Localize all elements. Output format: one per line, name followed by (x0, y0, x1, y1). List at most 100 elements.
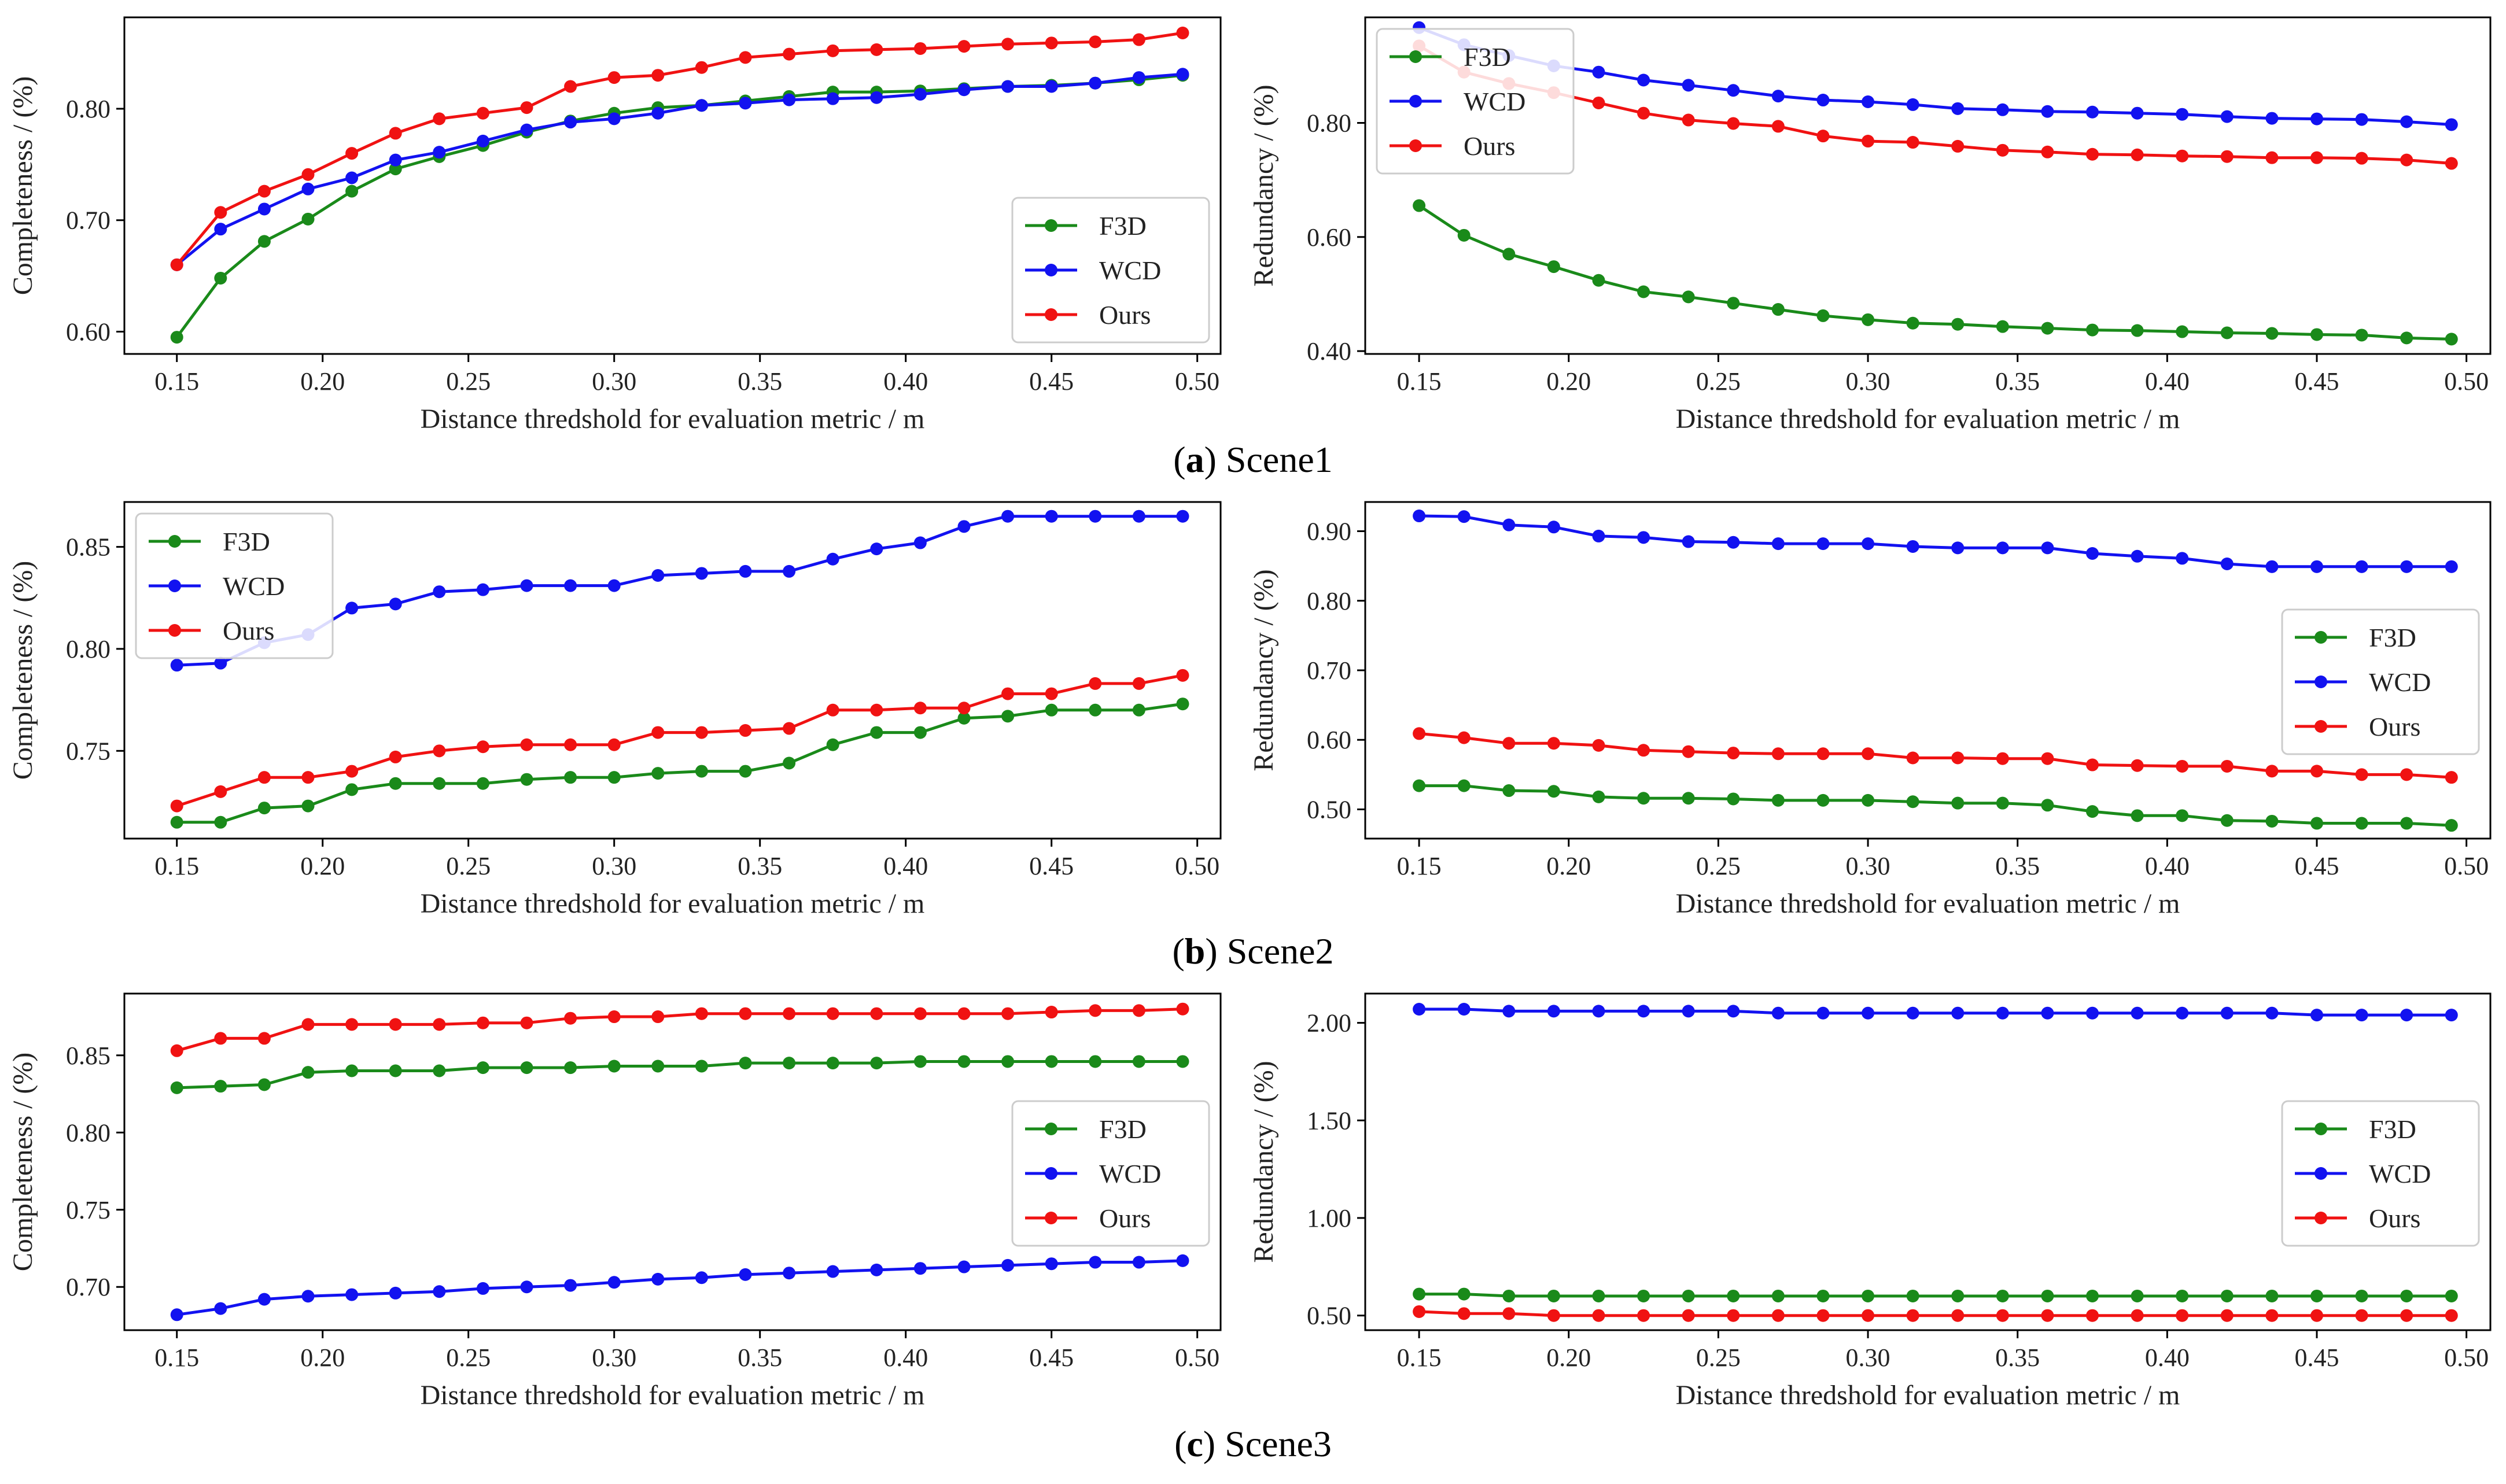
x-tick-label: 0.20 (1546, 852, 1591, 880)
data-point-wcd (1089, 76, 1102, 90)
x-tick-label: 0.40 (2145, 367, 2190, 396)
data-point-wcd (564, 1279, 577, 1292)
legend-label-ours: Ours (1099, 1204, 1151, 1233)
y-tick-label: 0.50 (1307, 795, 1351, 824)
data-point-wcd (1682, 1005, 1695, 1018)
x-tick-label: 0.45 (1029, 367, 1074, 396)
data-point-wcd (739, 1268, 752, 1281)
x-tick-label: 0.30 (1846, 852, 1890, 880)
data-point-ours (913, 702, 927, 715)
data-point-f3d (651, 1060, 665, 1073)
data-point-ours (607, 738, 621, 751)
data-point-ours (2220, 150, 2234, 163)
data-point-ours (170, 1044, 183, 1057)
x-tick-label: 0.15 (1397, 367, 1442, 396)
chart-scene2-redundancy: 0.15 0.20 0.25 0.30 0.35 0.40 0.45 0.50 0.50 0.60… (1248, 501, 2492, 919)
data-point-f3d (520, 1061, 533, 1075)
data-point-ours (957, 40, 971, 53)
data-point-f3d (1502, 248, 1516, 261)
data-point-f3d (2131, 1289, 2144, 1302)
legend: F3D WCD Ours (1011, 197, 1210, 344)
data-point-wcd (2041, 105, 2054, 118)
data-point-wcd (433, 1285, 446, 1298)
data-point-f3d (2400, 331, 2413, 345)
data-point-wcd (1906, 540, 1919, 553)
data-point-ours (607, 71, 621, 84)
data-point-ours (564, 738, 577, 751)
data-point-ours (345, 765, 359, 778)
data-point-f3d (1547, 785, 1560, 798)
data-point-f3d (564, 1061, 577, 1075)
data-point-f3d (870, 1057, 883, 1070)
data-point-ours (695, 61, 708, 74)
data-point-wcd (2041, 541, 2054, 555)
data-point-wcd (257, 1293, 271, 1306)
data-point-f3d (433, 777, 446, 790)
data-point-ours (1001, 687, 1015, 700)
legend-label-wcd: WCD (1099, 256, 1161, 285)
data-point-f3d (1682, 290, 1695, 304)
data-point-ours (2086, 758, 2099, 771)
legend-swatch-marker (1045, 308, 1057, 321)
data-point-ours (607, 1010, 621, 1024)
data-point-ours (389, 1018, 402, 1031)
data-point-wcd (1045, 80, 1058, 93)
x-tick-label: 0.45 (1029, 1343, 1074, 1372)
data-point-wcd (564, 116, 577, 129)
data-point-f3d (389, 777, 402, 790)
x-tick-label: 0.35 (1995, 852, 2040, 880)
data-point-ours (1862, 747, 1875, 761)
data-point-ours (1502, 737, 1516, 750)
data-point-wcd (2176, 108, 2189, 121)
data-point-wcd (1862, 1006, 1875, 1020)
series-line-wcd (176, 515, 1183, 667)
data-point-wcd (2086, 547, 2099, 560)
legend-box (1011, 197, 1210, 344)
data-point-f3d (1727, 297, 1740, 310)
data-point-ours (1682, 1309, 1695, 1322)
data-point-ours (1996, 143, 2009, 157)
data-point-f3d (1862, 793, 1875, 807)
data-point-ours (564, 1012, 577, 1025)
y-tick-label: 0.80 (1307, 587, 1351, 615)
data-point-wcd (433, 146, 446, 159)
data-point-ours (826, 44, 839, 57)
data-point-ours (2445, 157, 2458, 170)
data-point-f3d (1001, 1055, 1015, 1068)
data-point-wcd (2355, 560, 2368, 573)
data-point-ours (651, 69, 665, 82)
data-point-wcd (476, 583, 489, 596)
data-point-ours (1996, 1309, 2009, 1322)
data-point-ours (520, 101, 533, 115)
legend: F3D WCD Ours (2281, 1100, 2480, 1247)
data-point-f3d (2131, 809, 2144, 822)
legend-box (2281, 1100, 2480, 1247)
data-point-f3d (1771, 793, 1785, 807)
data-point-f3d (389, 163, 402, 176)
y-tick-label: 0.85 (66, 1042, 110, 1070)
series-line-wcd (1419, 514, 2452, 569)
data-point-wcd (2131, 106, 2144, 120)
data-point-wcd (1413, 510, 1426, 523)
data-point-ours (1906, 1309, 1919, 1322)
data-point-f3d (1637, 285, 1650, 298)
chart-scene1-redundancy: 0.15 0.20 0.25 0.30 0.35 0.40 0.45 0.50 0.40 0.60… (1248, 16, 2492, 434)
data-point-wcd (2445, 118, 2458, 131)
data-point-ours (651, 726, 665, 739)
data-point-ours (1547, 737, 1560, 750)
data-point-wcd (783, 93, 796, 106)
data-point-wcd (870, 542, 883, 556)
data-point-wcd (2400, 560, 2413, 573)
data-point-f3d (301, 799, 315, 813)
data-point-ours (1045, 687, 1058, 700)
data-point-ours (1592, 1309, 1605, 1322)
series-line-f3d (1419, 784, 2452, 827)
data-point-wcd (2220, 1006, 2234, 1020)
data-point-f3d (2220, 814, 2234, 827)
data-point-f3d (2310, 328, 2323, 341)
y-tick-label: 0.90 (1307, 518, 1351, 546)
y-tick-label: 0.75 (66, 1196, 110, 1224)
data-point-ours (2265, 1309, 2279, 1322)
data-point-wcd (695, 99, 708, 112)
data-point-f3d (1906, 1289, 1919, 1302)
